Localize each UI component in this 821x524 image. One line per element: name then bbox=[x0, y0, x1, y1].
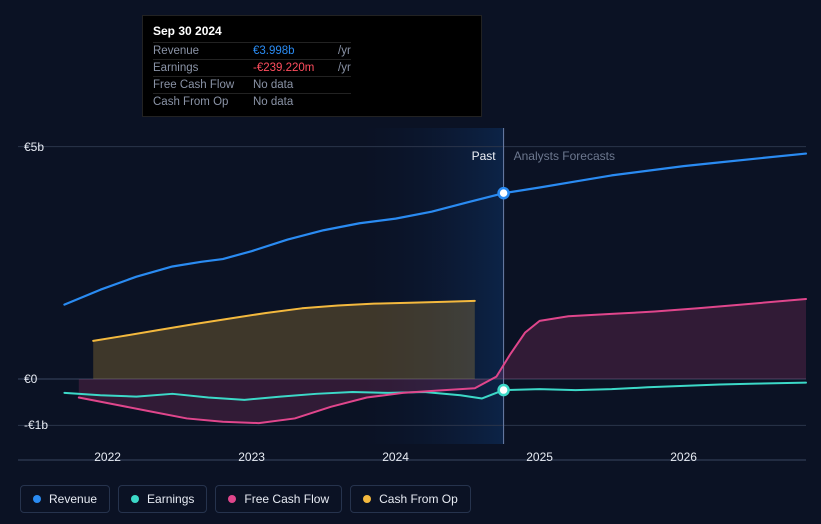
legend-label: Cash From Op bbox=[379, 492, 458, 506]
x-tick-label: 2023 bbox=[238, 450, 265, 464]
y-tick-label: -€1b bbox=[24, 418, 48, 432]
legend-swatch bbox=[228, 495, 236, 503]
legend-label: Revenue bbox=[49, 492, 97, 506]
x-tick-label: 2025 bbox=[526, 450, 553, 464]
tooltip-date: Sep 30 2024 bbox=[153, 24, 471, 38]
tooltip-table: Revenue€3.998b/yrEarnings-€239.220m/yrFr… bbox=[153, 42, 351, 110]
legend-swatch bbox=[131, 495, 139, 503]
tooltip-row: Cash From OpNo data bbox=[153, 94, 351, 111]
legend-swatch bbox=[363, 495, 371, 503]
tooltip-row: Revenue€3.998b/yr bbox=[153, 43, 351, 60]
legend-item-fcf[interactable]: Free Cash Flow bbox=[215, 485, 342, 513]
x-tick-label: 2022 bbox=[94, 450, 121, 464]
tooltip-row: Free Cash FlowNo data bbox=[153, 77, 351, 94]
legend-label: Earnings bbox=[147, 492, 194, 506]
legend-label: Free Cash Flow bbox=[244, 492, 329, 506]
tooltip: Sep 30 2024 Revenue€3.998b/yrEarnings-€2… bbox=[142, 15, 482, 117]
tooltip-row: Earnings-€239.220m/yr bbox=[153, 60, 351, 77]
y-tick-label: €5b bbox=[24, 140, 44, 154]
segment-label-past: Past bbox=[472, 149, 496, 163]
segment-label-forecast: Analysts Forecasts bbox=[514, 149, 615, 163]
legend-item-revenue[interactable]: Revenue bbox=[20, 485, 110, 513]
legend-item-earnings[interactable]: Earnings bbox=[118, 485, 207, 513]
y-tick-label: €0 bbox=[24, 372, 37, 386]
legend: Revenue Earnings Free Cash Flow Cash From O… bbox=[20, 485, 471, 513]
x-tick-label: 2026 bbox=[670, 450, 697, 464]
chart-root: €0 €5b -€1b 2022 2023 2024 2025 2026 Past Anal… bbox=[0, 0, 821, 524]
x-tick-label: 2024 bbox=[382, 450, 409, 464]
legend-swatch bbox=[33, 495, 41, 503]
legend-item-cfo[interactable]: Cash From Op bbox=[350, 485, 471, 513]
